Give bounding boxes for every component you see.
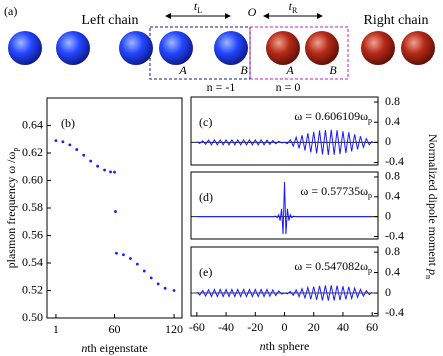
data-point	[163, 286, 167, 290]
sphere	[119, 31, 153, 65]
sphere	[56, 31, 90, 65]
y-tick-label: 0.58	[22, 200, 43, 214]
hopping-label: tR	[289, 0, 298, 15]
y-tick-label: 0.50	[22, 310, 43, 324]
data-line	[196, 285, 373, 301]
y-tick-label: 0.52	[22, 282, 43, 296]
cell-label: n = -1	[207, 80, 236, 94]
data-point	[61, 140, 65, 144]
diagram: (a) Left chain Right chain O tL tR A B A…	[4, 0, 435, 94]
panel-label: (c)	[199, 115, 212, 129]
data-point	[156, 282, 160, 286]
site-label: B	[240, 63, 248, 77]
sphere	[214, 31, 248, 65]
data-point	[109, 170, 112, 174]
panel-label: (a)	[4, 4, 17, 18]
left-chain-label: Left chain	[81, 13, 138, 28]
y-tick-label: 0.8	[385, 94, 400, 108]
data-point	[103, 168, 106, 172]
sphere	[401, 31, 435, 65]
x-tick-label: 0	[282, 320, 288, 334]
y-tick-label: 0.8	[385, 169, 400, 183]
plot-frame	[190, 246, 379, 317]
sphere	[266, 31, 300, 65]
y-tick-label: 0.64	[22, 117, 43, 131]
x-tick-label: 20	[308, 320, 320, 334]
data-point	[115, 251, 118, 255]
plot-frame	[190, 96, 379, 166]
y-tick-label: 0.4	[385, 114, 400, 128]
sphere	[8, 31, 42, 65]
site-label: B	[329, 63, 337, 77]
y-axis-label: plasmon frequency ω /ωp	[4, 148, 21, 269]
data-point	[68, 143, 72, 147]
x-tick-label: 1	[53, 322, 59, 336]
sphere	[361, 31, 395, 65]
data-point	[122, 253, 125, 257]
y-tick-label: 0	[385, 285, 391, 299]
sphere	[159, 31, 193, 65]
y-tick-label: 0	[385, 134, 391, 148]
data-point	[128, 257, 132, 260]
site-label: A	[285, 63, 294, 77]
data-line	[196, 181, 373, 235]
annotation: ω = 0.606109ωp	[294, 109, 372, 126]
annotation: ω = 0.57735ωp	[300, 184, 372, 201]
y-tick-label: -0.4	[385, 154, 404, 168]
y-tick-label: -0.4	[385, 228, 404, 242]
data-point	[96, 164, 100, 168]
data-point	[135, 262, 139, 266]
right-chain-label: Right chain	[364, 13, 429, 28]
cell-label: n = 0	[276, 80, 301, 94]
y-tick-label: 0.8	[385, 244, 400, 258]
y-tick-label: 0.56	[22, 227, 43, 241]
y-tick-label: -0.4	[385, 305, 404, 319]
annotation: ω = 0.547082ωp	[294, 259, 372, 276]
y-tick-label: 0	[385, 208, 391, 222]
x-tick-label: 120	[165, 322, 183, 336]
data-point	[113, 170, 116, 174]
panel-label: (d)	[199, 190, 213, 204]
x-tick-label: 60	[109, 322, 121, 336]
x-tick-label: -40	[218, 320, 234, 334]
data-point	[142, 269, 146, 273]
data-line	[196, 129, 373, 155]
y-tick-label: 0.60	[22, 172, 43, 186]
x-tick-label: -20	[247, 320, 263, 334]
x-axis-label: nth eigenstate	[81, 341, 147, 355]
hopping-label: tL	[194, 0, 202, 15]
x-axis-label: nth sphere	[260, 339, 310, 353]
y-tick-label: 0.54	[22, 255, 43, 269]
x-tick-label: -60	[189, 320, 205, 334]
data-point	[82, 153, 86, 157]
panel-label: (b)	[61, 116, 75, 130]
data-point	[75, 148, 79, 151]
plot-frame	[46, 97, 183, 319]
site-label: A	[178, 63, 187, 77]
y-tick-label: 0.62	[22, 145, 43, 159]
data-point	[172, 289, 176, 292]
sphere	[305, 31, 339, 65]
data-point	[149, 276, 153, 280]
panel-label: (e)	[199, 265, 212, 279]
plot-frame	[190, 171, 379, 240]
data-point	[89, 159, 93, 163]
origin-label: O	[248, 5, 257, 19]
x-tick-label: 60	[366, 320, 378, 334]
y-tick-label: 0.4	[385, 264, 400, 278]
x-tick-label: 40	[337, 320, 349, 334]
data-point	[114, 210, 117, 213]
y-axis-label: Normalized dipole moment pn	[424, 134, 441, 279]
data-point	[54, 139, 58, 143]
y-tick-label: 0.4	[385, 189, 400, 203]
